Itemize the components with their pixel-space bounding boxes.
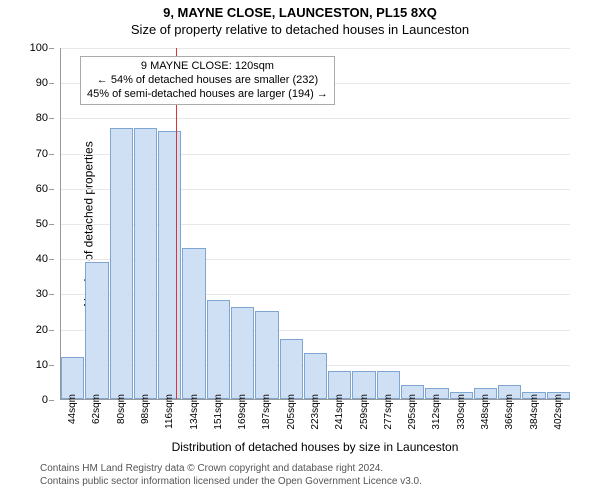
x-tick-label: 241sqm (334, 394, 345, 430)
page-title: 9, MAYNE CLOSE, LAUNCESTON, PL15 8XQ (0, 5, 600, 20)
bar (134, 128, 157, 399)
page-subtitle: Size of property relative to detached ho… (0, 22, 600, 37)
y-tick-label: 50 (18, 218, 48, 230)
x-tick-label: 98sqm (140, 394, 151, 424)
bar (304, 353, 327, 399)
bar (255, 311, 278, 399)
gridline (61, 118, 570, 119)
footer-line1: Contains HM Land Registry data © Crown c… (40, 462, 422, 475)
bar (280, 339, 303, 399)
y-tick-label: 40 (18, 253, 48, 265)
footer-attribution: Contains HM Land Registry data © Crown c… (40, 462, 422, 488)
y-tick-label: 70 (18, 148, 48, 160)
annotation-line2: ← 54% of detached houses are smaller (23… (87, 74, 328, 88)
x-axis-label: Distribution of detached houses by size … (60, 440, 570, 454)
x-tick-label: 205sqm (286, 394, 297, 430)
y-tick-label: 90 (18, 77, 48, 89)
bar (231, 307, 254, 399)
x-tick-label: 44sqm (67, 394, 78, 424)
chart-area: 44sqm62sqm80sqm98sqm116sqm134sqm151sqm16… (60, 48, 570, 400)
bar (158, 131, 181, 399)
x-tick-label: 223sqm (310, 394, 321, 430)
x-tick-label: 80sqm (116, 394, 127, 424)
bar (182, 248, 205, 399)
x-tick-label: 62sqm (91, 394, 102, 424)
x-tick-label: 330sqm (456, 394, 467, 430)
y-tick-label: 100 (18, 42, 48, 54)
x-tick-label: 277sqm (383, 394, 394, 430)
x-tick-label: 295sqm (407, 394, 418, 430)
bar (207, 300, 230, 399)
x-tick-label: 366sqm (504, 394, 515, 430)
x-tick-label: 151sqm (213, 394, 224, 430)
y-tick-label: 30 (18, 288, 48, 300)
x-tick-label: 312sqm (431, 394, 442, 430)
x-tick-label: 384sqm (529, 394, 540, 430)
x-tick-label: 187sqm (261, 394, 272, 430)
bar (61, 357, 84, 399)
x-tick-label: 116sqm (164, 394, 175, 429)
x-tick-label: 348sqm (480, 394, 491, 430)
x-tick-label: 134sqm (189, 394, 200, 430)
y-tick-label: 10 (18, 359, 48, 371)
annotation-box: 9 MAYNE CLOSE: 120sqm ← 54% of detached … (80, 56, 335, 105)
annotation-line1: 9 MAYNE CLOSE: 120sqm (87, 60, 328, 74)
footer-line2: Contains public sector information licen… (40, 475, 422, 488)
y-tick-label: 80 (18, 112, 48, 124)
y-tick-label: 0 (18, 394, 48, 406)
x-tick-label: 169sqm (237, 394, 248, 430)
bar (85, 262, 108, 399)
y-tick-label: 20 (18, 324, 48, 336)
annotation-line3: 45% of semi-detached houses are larger (… (87, 88, 328, 102)
x-tick-label: 259sqm (359, 394, 370, 430)
y-tick-label: 60 (18, 183, 48, 195)
x-tick-label: 402sqm (553, 394, 564, 430)
bar (110, 128, 133, 399)
gridline (61, 48, 570, 49)
